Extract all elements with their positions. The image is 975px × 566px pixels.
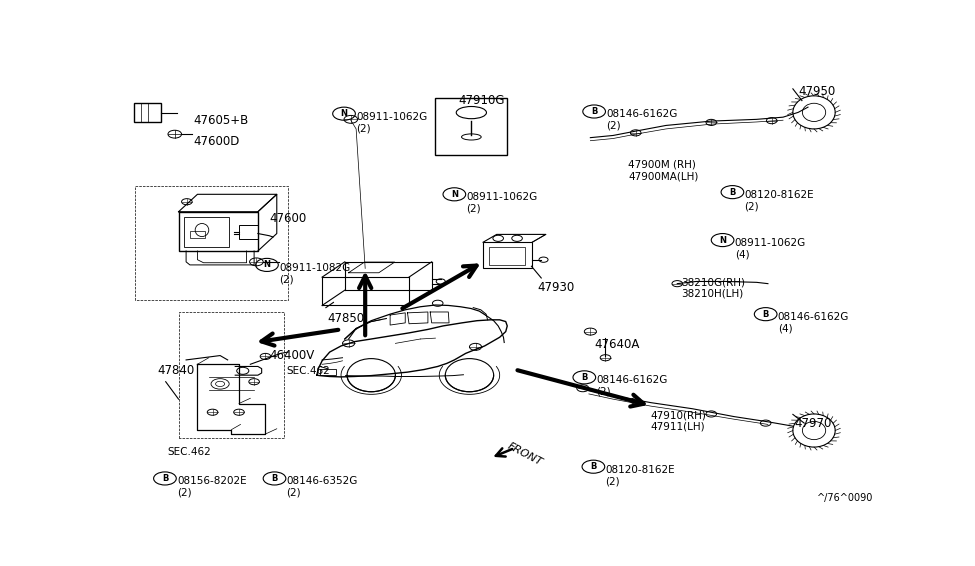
Text: B: B <box>271 474 278 483</box>
Text: N: N <box>263 260 270 269</box>
Text: ^/76^0090: ^/76^0090 <box>817 493 874 503</box>
Text: 38210G(RH)
38210H(LH): 38210G(RH) 38210H(LH) <box>681 277 745 299</box>
Text: 08146-6352G
(2): 08146-6352G (2) <box>287 476 358 498</box>
Text: SEC.462: SEC.462 <box>168 447 211 457</box>
Text: 47950: 47950 <box>799 85 836 98</box>
Text: 08911-1082G
(2): 08911-1082G (2) <box>279 263 350 284</box>
Bar <box>190 231 205 238</box>
Bar <box>178 212 257 251</box>
Text: 08120-8162E
(2): 08120-8162E (2) <box>605 465 675 486</box>
Text: B: B <box>591 107 598 116</box>
Text: 47910(RH)
47911(LH): 47910(RH) 47911(LH) <box>651 410 707 432</box>
Text: N: N <box>340 109 347 118</box>
Bar <box>483 242 532 268</box>
Text: 47900M (RH)
47900MA(LH): 47900M (RH) 47900MA(LH) <box>628 160 698 181</box>
Bar <box>320 368 336 375</box>
Text: 08911-1062G
(4): 08911-1062G (4) <box>735 238 806 259</box>
Text: 47910G: 47910G <box>458 94 505 107</box>
Bar <box>134 103 161 122</box>
Text: 08146-6162G
(2): 08146-6162G (2) <box>597 375 668 397</box>
Bar <box>436 98 507 155</box>
Bar <box>239 225 257 239</box>
Text: B: B <box>162 474 168 483</box>
Text: N: N <box>450 190 458 199</box>
Text: B: B <box>581 373 588 382</box>
Text: 47970: 47970 <box>795 417 832 430</box>
Text: 08911-1062G
(2): 08911-1062G (2) <box>466 192 537 214</box>
Text: 46400V: 46400V <box>269 349 315 362</box>
Text: 08146-6162G
(2): 08146-6162G (2) <box>606 109 678 131</box>
Text: 08146-6162G
(4): 08146-6162G (4) <box>778 312 849 333</box>
Text: 47930: 47930 <box>537 281 574 294</box>
Text: N: N <box>720 235 726 245</box>
Text: B: B <box>762 310 769 319</box>
Text: 47600D: 47600D <box>194 135 240 148</box>
Text: 47850: 47850 <box>328 312 365 325</box>
Text: 47600: 47600 <box>269 212 306 225</box>
Text: SEC.462: SEC.462 <box>287 366 331 376</box>
Text: FRONT: FRONT <box>506 441 544 468</box>
Bar <box>184 217 229 247</box>
Text: 08911-1062G
(2): 08911-1062G (2) <box>356 112 427 133</box>
Bar <box>489 247 525 265</box>
Text: B: B <box>590 462 597 471</box>
Text: 47840: 47840 <box>157 365 195 378</box>
Text: 47605+B: 47605+B <box>194 114 249 127</box>
Text: 08156-8202E
(2): 08156-8202E (2) <box>177 476 247 498</box>
Text: B: B <box>729 187 735 196</box>
Text: 47640A: 47640A <box>594 338 640 351</box>
Text: 08120-8162E
(2): 08120-8162E (2) <box>745 190 814 212</box>
